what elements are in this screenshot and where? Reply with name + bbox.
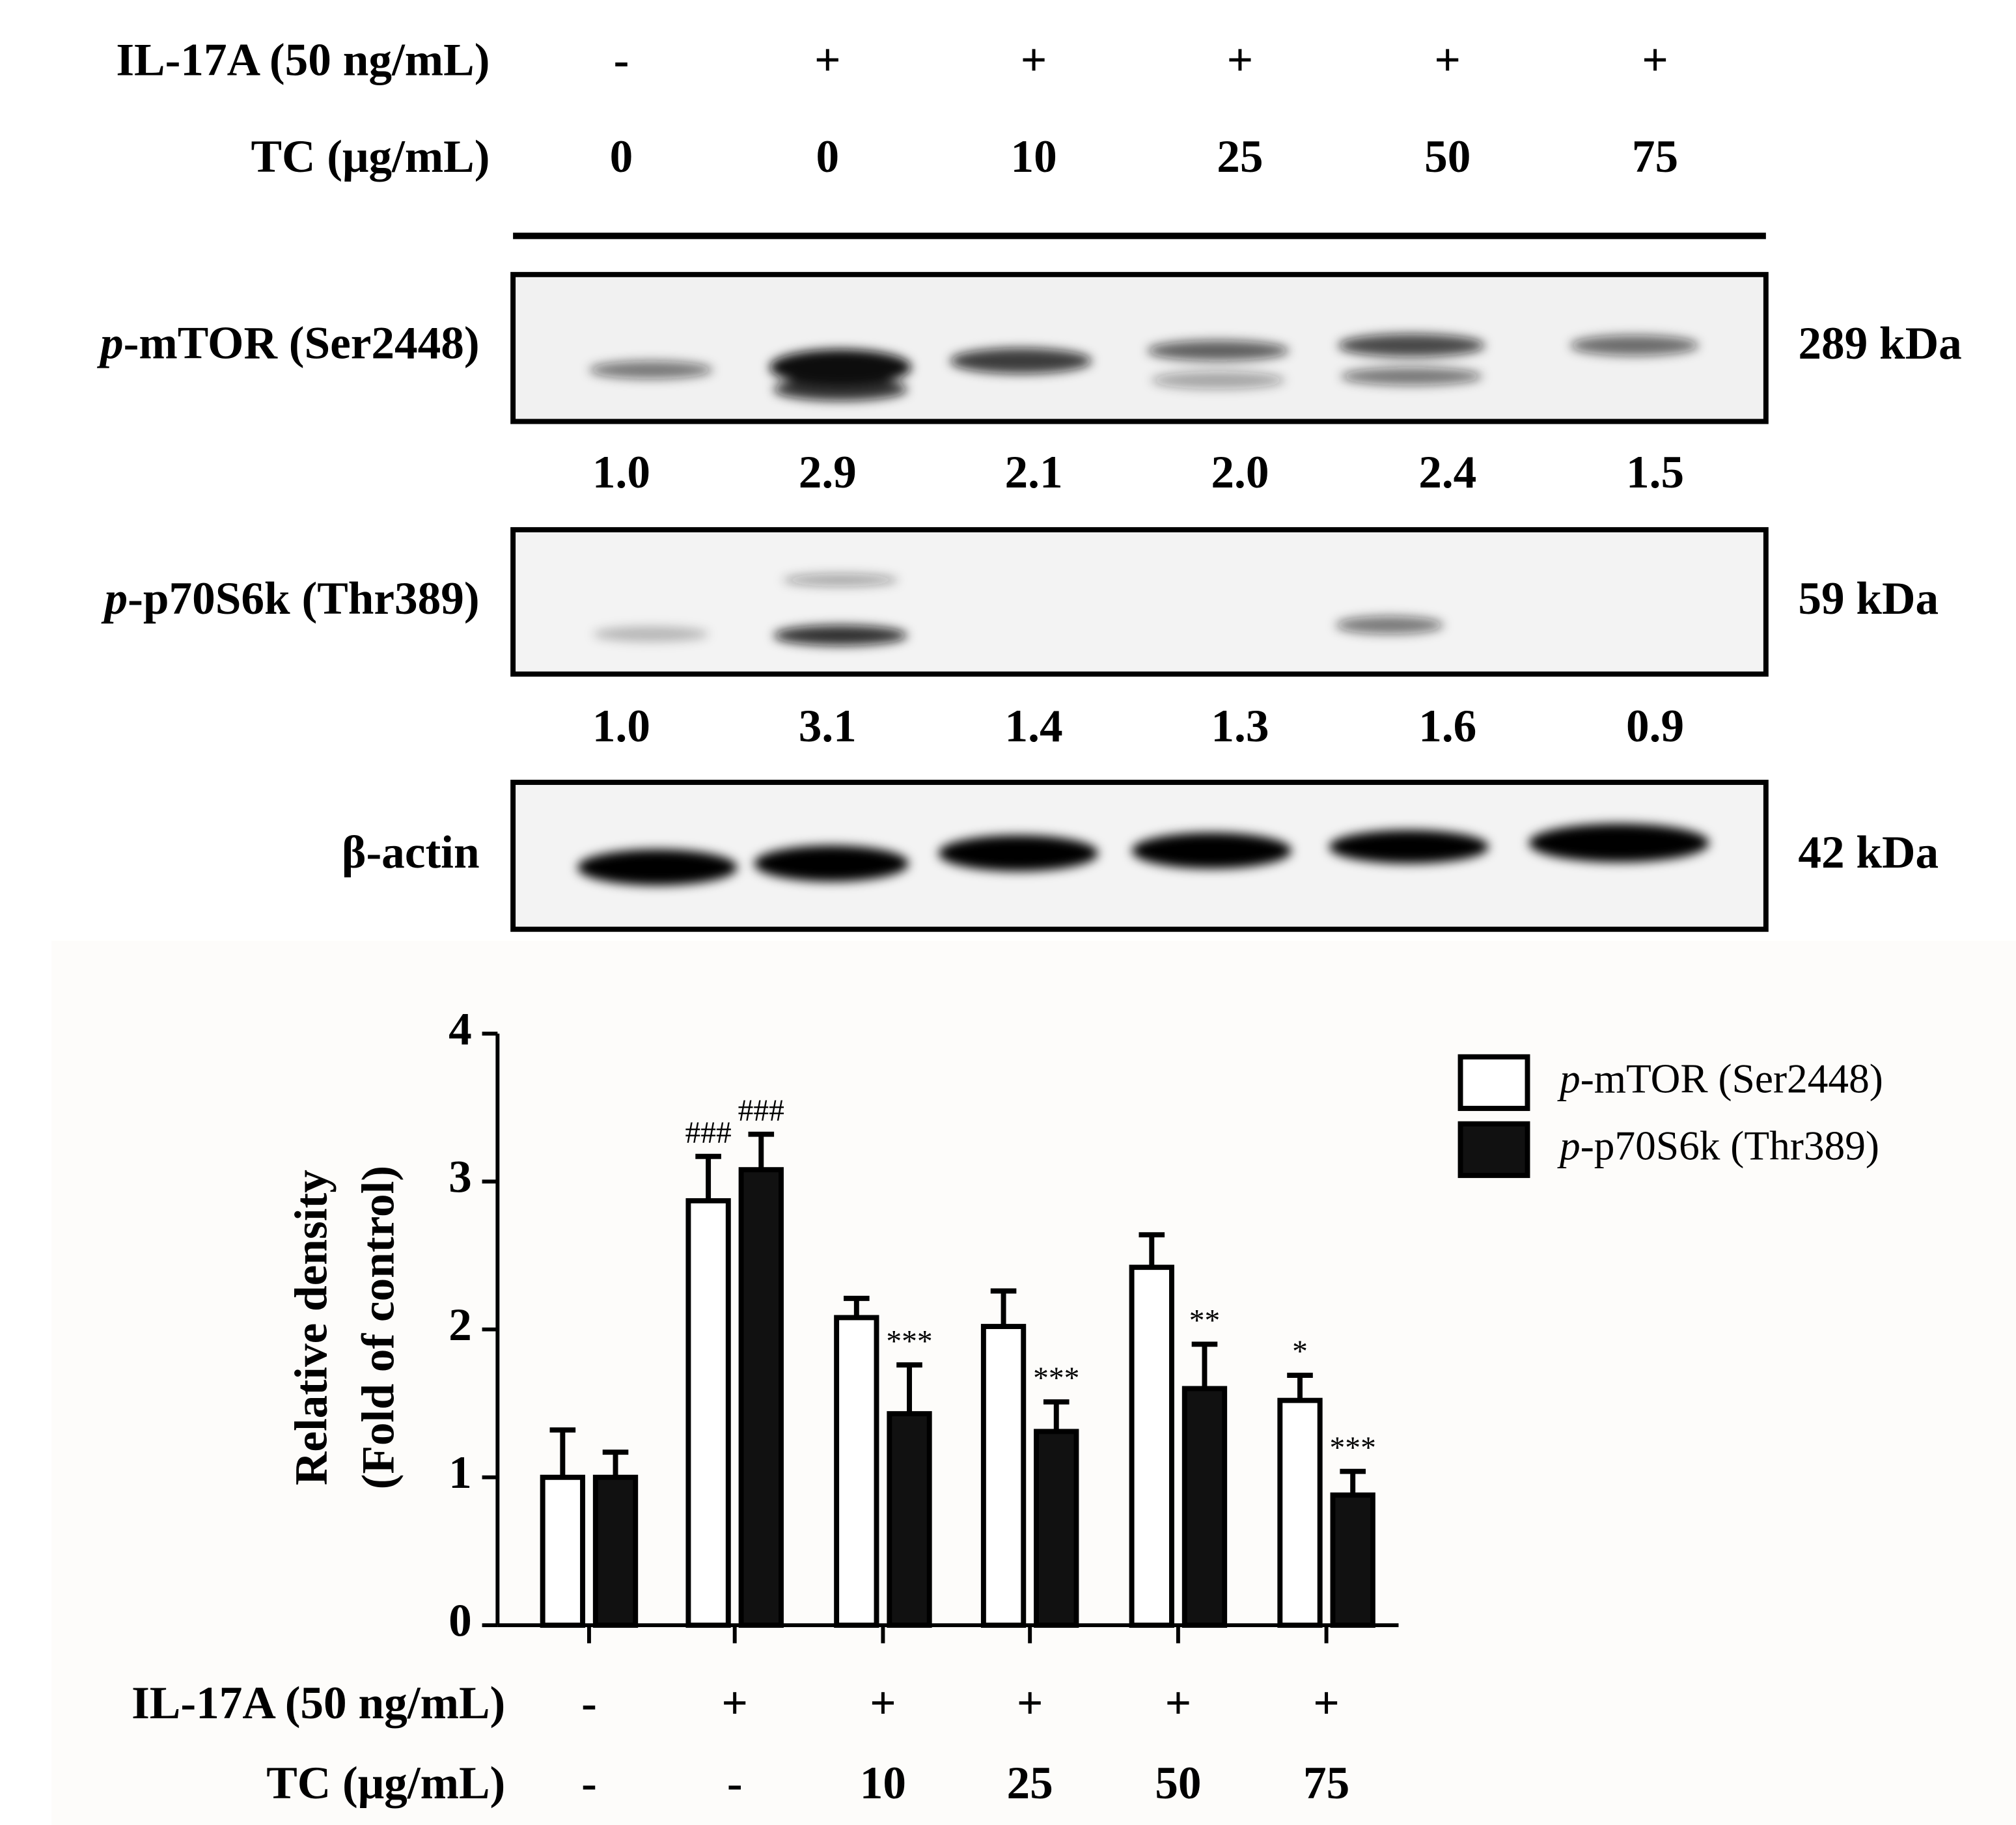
bar [685, 1198, 731, 1628]
lane-value: + [814, 34, 841, 85]
y-tick-label: 3 [449, 1151, 472, 1203]
x-row-value: - [581, 1677, 597, 1729]
x-row-label: TC (μg/mL) [266, 1757, 505, 1809]
lane-value: 10 [1010, 131, 1056, 182]
quant-value: 2.4 [1418, 446, 1476, 498]
bar [738, 1167, 784, 1628]
x-row-value: 50 [1155, 1757, 1201, 1809]
lane-value: + [1642, 34, 1668, 85]
bar [1034, 1429, 1079, 1628]
bands [592, 573, 1444, 646]
lane-value: + [1021, 34, 1047, 85]
lane-value: 50 [1424, 131, 1471, 182]
significance: *** [1330, 1431, 1376, 1465]
lane-value: 0 [816, 131, 839, 182]
bar [1330, 1492, 1375, 1628]
x-row-value: + [1017, 1677, 1043, 1729]
x-row-value: 75 [1303, 1757, 1349, 1809]
lane-value: + [1434, 34, 1461, 85]
y-axis-label: (Fold of control) [352, 1166, 404, 1489]
significance: ### [738, 1094, 784, 1128]
row-label: IL-17A (50 ng/mL) [116, 34, 490, 85]
row-label: TC (μg/mL) [251, 131, 490, 182]
legend-swatch [1457, 1121, 1530, 1178]
bands [588, 333, 1699, 401]
significance: *** [886, 1324, 932, 1358]
significance: ** [1189, 1304, 1221, 1338]
y-tick-label: 4 [449, 1003, 472, 1054]
protein-label: p-mTOR (Ser2448) [96, 318, 480, 369]
x-row-value: + [1313, 1677, 1340, 1729]
protein-label: p-p70S6k (Thr389) [100, 573, 479, 624]
blot-panel [510, 271, 1769, 932]
quant-value: 2.1 [1005, 446, 1063, 498]
quant-value: 0.9 [1626, 700, 1684, 752]
x-row-value: + [721, 1677, 748, 1729]
bar [1181, 1386, 1228, 1628]
x-row-label: IL-17A (50 ng/mL) [131, 1677, 505, 1729]
lane-value: + [1227, 34, 1254, 85]
quant-value: 3.1 [799, 700, 857, 752]
bar [834, 1315, 879, 1628]
quant-value: 1.4 [1005, 700, 1063, 752]
x-row-value: - [727, 1757, 743, 1809]
quant-value: 1.0 [592, 700, 650, 752]
quant-value: 1.0 [592, 446, 650, 498]
blot-box [510, 271, 1769, 424]
bar [1277, 1397, 1323, 1628]
blot-box [510, 527, 1769, 677]
y-tick-label: 1 [449, 1447, 472, 1498]
significance: ### [685, 1116, 731, 1150]
quant-value: 1.6 [1418, 700, 1476, 752]
legend-label: p-p70S6k (Thr389) [1557, 1123, 1879, 1168]
lane-value: 0 [610, 131, 633, 182]
chart-background [51, 940, 2016, 1825]
y-tick-label: 2 [449, 1299, 472, 1351]
quant-value: 2.9 [799, 446, 857, 498]
bar [887, 1411, 932, 1628]
x-row-value: + [870, 1677, 896, 1729]
quant-value: 1.5 [1626, 446, 1684, 498]
significance: * [1292, 1335, 1308, 1369]
quant-value: 1.3 [1211, 700, 1269, 752]
bar [592, 1474, 639, 1628]
lane-value: 25 [1217, 131, 1263, 182]
legend-swatch [1457, 1054, 1530, 1111]
bar [980, 1324, 1027, 1628]
x-row-value: 10 [860, 1757, 906, 1809]
protein-label: β-actin [342, 827, 480, 878]
bar [1129, 1265, 1174, 1628]
protein-size: 59 kDa [1798, 573, 1939, 624]
y-axis-label: Relative density [286, 1170, 337, 1485]
y-tick-label: 0 [449, 1595, 472, 1646]
bands [577, 823, 1709, 886]
x-row-value: - [581, 1757, 597, 1809]
x-row-value: + [1165, 1677, 1192, 1729]
quant-value: 2.0 [1211, 446, 1269, 498]
lane-value: - [614, 34, 629, 85]
x-row-value: 25 [1007, 1757, 1053, 1809]
significance: *** [1033, 1362, 1079, 1395]
bar [540, 1474, 586, 1628]
lane-value: 75 [1632, 131, 1678, 182]
legend-label: p-mTOR (Ser2448) [1557, 1056, 1883, 1101]
protein-size: 42 kDa [1798, 827, 1939, 878]
protein-size: 289 kDa [1798, 318, 1961, 369]
